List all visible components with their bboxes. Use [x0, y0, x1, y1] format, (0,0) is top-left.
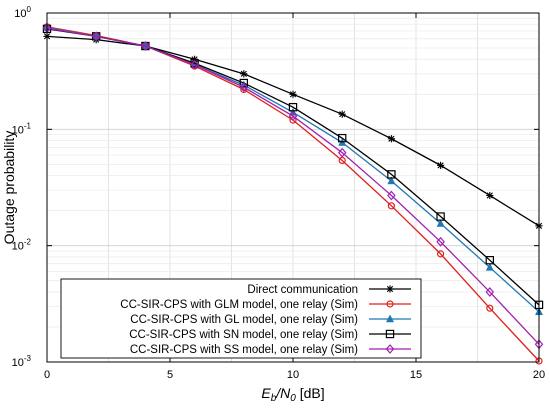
legend-entry-label: Direct communication: [247, 284, 358, 296]
x-tick-label: 10: [287, 369, 299, 381]
marker-star-stroke: [289, 91, 297, 98]
marker-circle: [289, 116, 297, 124]
marker-diamond: [436, 236, 445, 247]
marker-diamond: [337, 147, 347, 158]
marker-diamond: [91, 31, 101, 42]
legend: Direct communication CC-SIR-CPS with GLM …: [60, 278, 422, 359]
marker-star: [289, 90, 297, 98]
marker-diamond: [190, 59, 199, 70]
marker-star-stroke: [388, 135, 395, 142]
marker-triangle: [387, 176, 396, 185]
marker-star-stroke: [486, 192, 493, 199]
series-line: [46, 27, 540, 345]
legend-entry-label: CC-SIR-CPS with SS model, one relay (Sim…: [130, 344, 358, 356]
x-tick-label: 0: [44, 369, 50, 381]
y-tick-label: 10-1: [12, 121, 32, 136]
marker-star: [386, 285, 394, 293]
marker-diamond: [288, 111, 298, 121]
marker-star-stroke: [437, 162, 444, 169]
x-axis-label-sub-b: b: [271, 393, 277, 404]
marker-triangle: [385, 314, 395, 323]
y-tick-label: 10-3: [12, 354, 32, 369]
marker-square: [387, 170, 396, 179]
x-axis-label-n: /N: [275, 385, 291, 401]
marker-square: [385, 329, 395, 339]
marker-diamond: [141, 41, 150, 51]
legend-box: [60, 278, 422, 359]
marker-circle: [387, 202, 395, 210]
marker-star: [387, 135, 395, 143]
marker-square: [436, 212, 445, 221]
x-tick-label: 20: [533, 369, 545, 381]
x-tick-label: 5: [167, 369, 173, 381]
marker-circle: [437, 250, 445, 258]
y-tick-label: 100: [14, 5, 31, 20]
y-tick-label: 10-2: [12, 238, 32, 253]
axis-ticks: 0 5 10 15 20 10-3 10-2 10-1 100: [12, 5, 546, 381]
x-axis-label-e: E: [261, 385, 271, 401]
x-tick-label: 15: [410, 369, 422, 381]
legend-entry-label: CC-SIR-CPS with SN model, one relay (Sim…: [129, 329, 358, 341]
marker-triangle: [485, 262, 494, 271]
y-axis-label: Outage probability: [1, 131, 17, 245]
marker-square: [288, 102, 298, 112]
x-axis-label: Eb/N0 [dB]: [261, 385, 324, 404]
marker-diamond: [387, 190, 396, 201]
marker-star: [338, 110, 346, 118]
marker-diamond: [385, 344, 395, 354]
marker-diamond: [485, 287, 495, 297]
marker-square: [485, 256, 495, 265]
marker-star: [486, 191, 494, 200]
marker-star-stroke: [240, 70, 247, 77]
marker-star: [437, 161, 445, 169]
marker-diamond: [239, 82, 249, 93]
marker-circle: [486, 304, 494, 312]
legend-entry-label: CC-SIR-CPS with GLM model, one relay (Si…: [120, 299, 358, 311]
x-axis-label-unit: [dB]: [296, 385, 325, 401]
marker-triangle: [436, 218, 445, 227]
marker-square: [338, 133, 347, 143]
series-4: [42, 23, 544, 350]
marker-circle: [386, 300, 394, 308]
legend-entry-label: CC-SIR-CPS with GL model, one relay (Sim…: [130, 314, 358, 326]
marker-star-stroke: [386, 285, 394, 293]
x-axis-label-sub-0: 0: [290, 393, 296, 404]
marker-star: [240, 70, 248, 78]
marker-star-stroke: [339, 111, 346, 118]
